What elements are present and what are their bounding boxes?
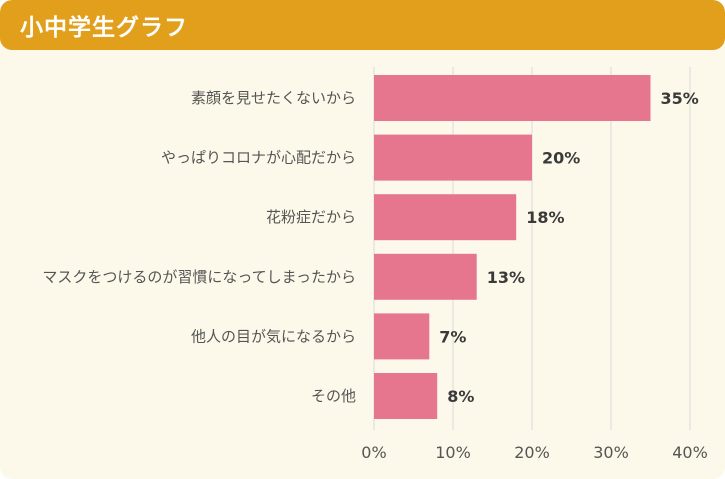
category-label: 花粉症だから (266, 208, 356, 226)
bar (374, 313, 430, 360)
category-label: 他人の目が気になるから (191, 327, 356, 345)
category-label: その他 (311, 387, 356, 405)
bar (374, 134, 532, 181)
data-label: 13% (487, 268, 525, 287)
x-tick-label: 40% (672, 443, 708, 462)
category-label: マスクをつけるのが習慣になってしまったから (42, 268, 356, 286)
x-tick-label: 30% (593, 443, 629, 462)
bar (374, 253, 477, 300)
x-tick-label: 10% (435, 443, 471, 462)
x-tick-label: 20% (514, 443, 550, 462)
data-label: 35% (661, 89, 699, 108)
chart-title: 小中学生グラフ (20, 15, 188, 41)
bar (374, 194, 517, 241)
category-label: やっぱりコロナが心配だから (161, 149, 356, 167)
data-label: 20% (542, 149, 580, 168)
header-bar: 小中学生グラフ (0, 0, 725, 50)
category-label: 素顔を見せたくないから (191, 89, 356, 107)
bar (374, 75, 651, 121)
data-label: 7% (439, 327, 466, 346)
x-tick-label: 0% (361, 443, 386, 462)
data-label: 18% (526, 208, 564, 227)
data-label: 8% (447, 387, 474, 406)
bar (374, 373, 438, 419)
